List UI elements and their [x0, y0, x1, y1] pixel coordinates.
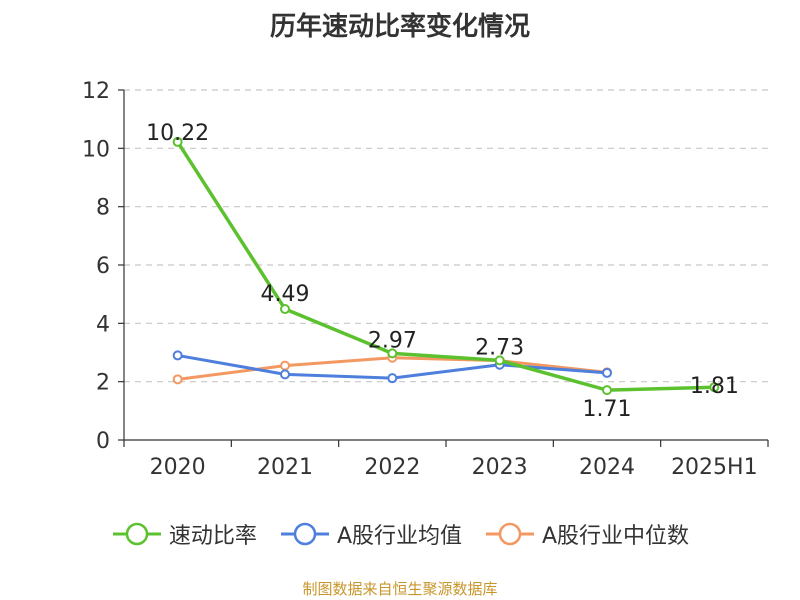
data-point [602, 367, 612, 378]
legend-item[interactable]: 速动比率 [111, 518, 257, 550]
legend-label: A股行业中位数 [542, 524, 690, 549]
legend-marker-icon [280, 522, 329, 546]
data-point [280, 369, 290, 380]
data-point [172, 374, 183, 385]
x-tick-label: 2024 [579, 455, 635, 480]
data-point [172, 136, 183, 147]
y-tick-label: 8 [96, 196, 110, 221]
y-tick-label: 0 [96, 429, 110, 454]
data-label: 2.73 [475, 335, 524, 360]
x-tick-label: 2022 [364, 455, 420, 480]
y-tick-label: 2 [96, 371, 110, 396]
chart-title: 历年速动比率变化情况 [269, 12, 530, 42]
data-point [387, 373, 398, 384]
data-point [172, 350, 183, 361]
y-tick-label: 12 [82, 79, 110, 104]
data-point [602, 385, 612, 396]
legend-item[interactable]: A股行业中位数 [484, 518, 689, 550]
legend-label: A股行业均值 [336, 524, 462, 549]
x-tick-label: 2025H1 [671, 455, 758, 480]
series-line-1 [176, 140, 715, 392]
x-tick-label: 2023 [472, 455, 528, 480]
legend-marker-icon [112, 522, 161, 546]
data-label: 2.97 [368, 328, 417, 353]
legend-item[interactable]: A股行业均值 [279, 518, 462, 550]
line-chart: 0 2 4 6 8 10 12 2020 2021 2022 2023 2024 2025H1 10.22… [82, 79, 769, 480]
data-point [387, 348, 398, 359]
data-point [494, 355, 505, 366]
data-label: 1.71 [583, 397, 632, 422]
data-source-note: 制图数据来自恒生聚源数据库 [302, 580, 498, 598]
data-point [280, 360, 290, 371]
data-label: 1.81 [690, 374, 739, 399]
legend-marker-icon [486, 522, 534, 546]
y-tick-label: 6 [96, 254, 110, 279]
x-tick-label: 2020 [150, 455, 206, 480]
y-tick-label: 10 [82, 137, 110, 162]
legend-label: 速动比率 [168, 524, 257, 549]
data-label: 4.49 [261, 282, 310, 307]
data-point [709, 382, 720, 393]
chart-legend: 速动比率 A股行业均值 A股行业中位数 [0, 518, 800, 550]
x-tick-label: 2021 [257, 455, 313, 480]
data-label: 10.22 [146, 121, 209, 146]
y-tick-label: 4 [96, 312, 110, 337]
data-point [280, 304, 290, 315]
